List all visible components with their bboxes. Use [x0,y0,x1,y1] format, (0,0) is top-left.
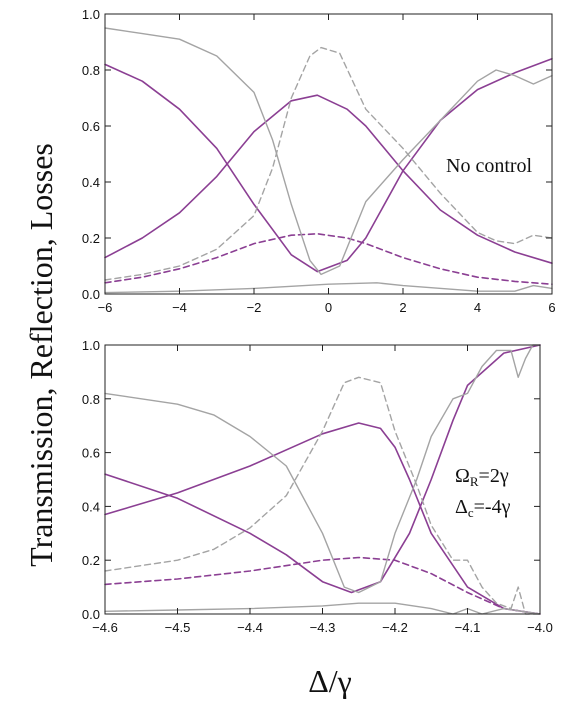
top-series-5-gray-dashed [104,46,553,281]
panel-control: −4.6 −4.5 −4.4 −4.3 −4.2 −4.1 −4.0 0.0 0.2 0.4 0.6… [82,338,553,635]
svg-text:ΩR=2γ: ΩR=2γ [455,465,509,489]
bottom-series-3-purple-dashed [104,556,541,615]
top-x-tick-label: −2 [247,300,262,315]
bottom-y-tick-label: 0.6 [82,446,100,461]
bottom-y-tick-label: 1.0 [82,338,100,353]
bottom-series-2-purple-solid [104,422,541,615]
bottom-y-tick-label: 0.0 [82,607,100,622]
top-y-tick-label: 0.8 [82,63,100,78]
bottom-x-tick-label: −4.1 [455,620,481,635]
top-series-1-purple-solid [104,57,553,273]
annotation-control: ΩR=2γ Δc=-4γ [455,465,511,520]
annotation-no-control: No control [446,155,533,177]
top-y-tick-label: 1.0 [82,7,100,22]
bottom-series-1-purple-solid [104,344,541,594]
bottom-x-tick-label: −4.3 [310,620,336,635]
top-x-tick-label: 0 [325,300,332,315]
bottom-y-tick-label: 0.4 [82,499,100,514]
bottom-x-tick-label: −4.4 [237,620,263,635]
top-series-6-gray-solid [104,282,553,294]
bottom-x-tick-label: −4.2 [382,620,408,635]
top-y-tick-label: 0.4 [82,175,100,190]
top-plot-frame [104,13,553,295]
top-x-tick-label: −6 [98,300,113,315]
x-axis-label: Δ/γ [308,663,352,699]
bottom-x-tick-label: −4.6 [92,620,118,635]
top-x-tick-label: 6 [548,300,555,315]
top-series-2-purple-solid [104,94,553,265]
bottom-series-5-gray-dashed [104,376,541,615]
top-y-tick-label: 0.2 [82,231,100,246]
svg-text:Δc=-4γ: Δc=-4γ [455,496,511,520]
bottom-x-tick-label: −4.0 [527,620,553,635]
top-x-tick-label: −4 [172,300,187,315]
top-series-3-purple-dashed [104,233,553,286]
top-x-tick-label: 4 [474,300,481,315]
bottom-y-tick-label: 0.2 [82,553,100,568]
bottom-x-tick-label: −4.5 [165,620,191,635]
top-x-tick-label: 2 [399,300,406,315]
bottom-series-4-gray-solid [104,344,541,594]
bottom-series-6-gray-solid [104,602,541,615]
top-y-tick-label: 0.6 [82,119,100,134]
top-y-tick-label: 0.0 [82,287,100,302]
panel-no-control: −6 −4 −2 0 2 4 6 0.0 0.2 0.4 0.6 0.8 1.0 [82,7,556,315]
y-axis-label: Transmission, Reflection, Losses [23,143,59,567]
bottom-y-tick-label: 0.8 [82,392,100,407]
top-series-4-gray-solid [104,27,553,276]
